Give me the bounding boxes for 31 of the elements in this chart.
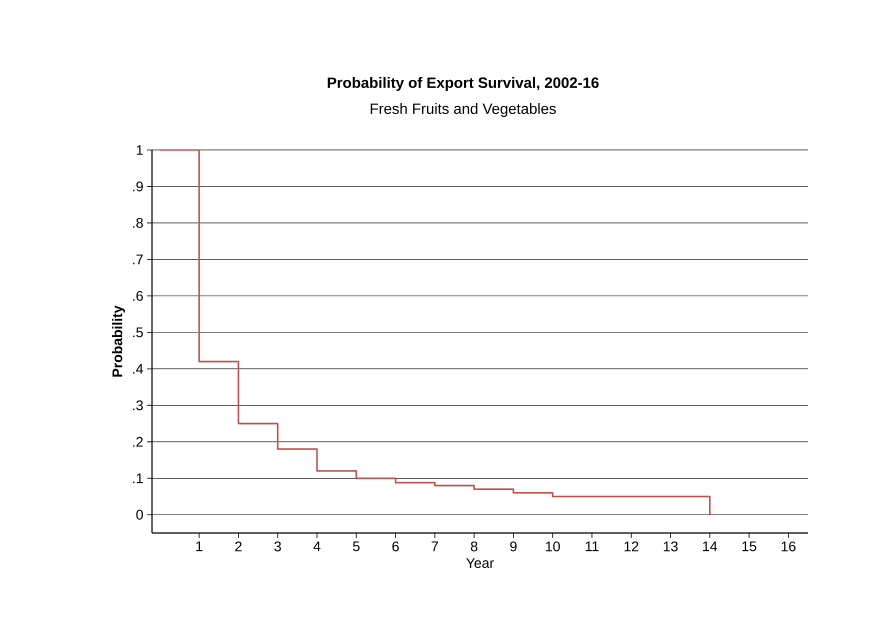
x-tick-label: 2 <box>235 541 242 552</box>
x-tick-label: 7 <box>432 542 438 552</box>
y-tick-label: .4 <box>133 364 144 374</box>
x-axis-title: Year <box>466 558 494 568</box>
chart-subtitle: Fresh Fruits and Vegetables <box>370 103 556 117</box>
y-tick-label: .3 <box>133 400 143 410</box>
x-tick-label: 13 <box>664 541 678 552</box>
x-tick-label: 10 <box>546 541 560 552</box>
y-tick-label: .6 <box>133 290 143 301</box>
x-tick-label: 16 <box>782 541 796 552</box>
x-tick-label: 12 <box>624 541 638 552</box>
x-tick-label: 14 <box>703 542 718 552</box>
y-tick-label: .9 <box>133 182 143 192</box>
y-tick-label: .1 <box>133 473 143 484</box>
x-tick-label: 1 <box>196 542 202 552</box>
x-tick-label: 15 <box>742 542 756 552</box>
chart-title: Probability of Export Survival, 2002-16 <box>328 77 599 91</box>
y-tick-label: .8 <box>133 218 143 228</box>
x-tick-label: 9 <box>510 541 517 552</box>
x-tick-label: 6 <box>392 541 399 552</box>
y-axis-title: Probability <box>112 306 126 377</box>
y-tick-label: .2 <box>133 436 143 447</box>
x-tick-label: 3 <box>274 541 281 552</box>
y-tick-label: .5 <box>133 328 143 338</box>
x-tick-label: 8 <box>470 541 478 552</box>
y-tick-label: 0 <box>136 510 143 520</box>
y-tick-label: 1 <box>136 145 143 155</box>
x-tick-label: 11 <box>586 542 599 552</box>
x-tick-label: 5 <box>352 542 360 552</box>
x-tick-label: 4 <box>313 542 320 552</box>
y-tick-label: .7 <box>133 254 143 264</box>
